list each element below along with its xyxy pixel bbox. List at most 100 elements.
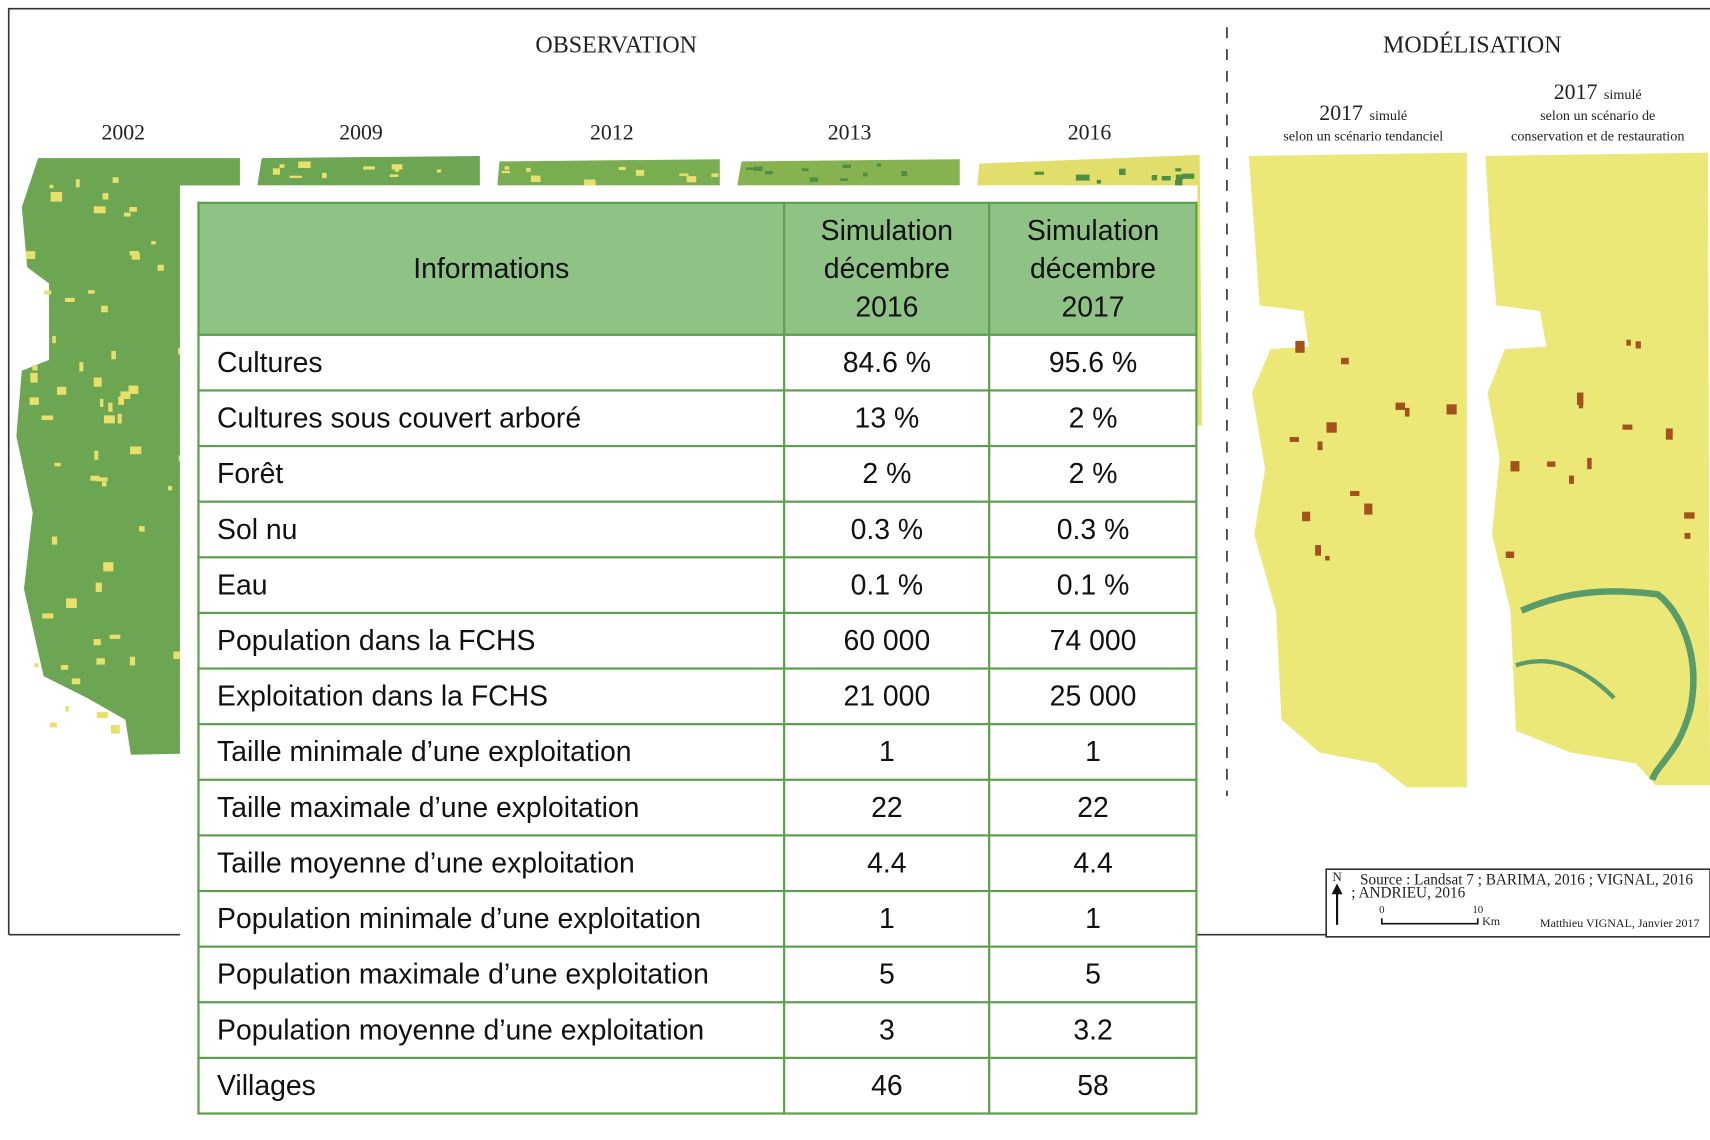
speckle (679, 173, 688, 175)
value-cell: 2 % (784, 446, 990, 502)
speckle (52, 336, 56, 343)
map-tendanciel (1249, 153, 1467, 788)
label-cell: Cultures (198, 335, 784, 391)
speckle (1636, 341, 1641, 348)
source: ; ANDRIEU, 2016 (1351, 885, 1465, 902)
table-panel: InformationsSimulation décembre 2016Simu… (180, 185, 1198, 1139)
speckle (96, 583, 102, 592)
speckle (57, 387, 66, 395)
speckle (502, 171, 510, 173)
speckle (30, 373, 37, 383)
year-label: 2012 (590, 121, 634, 145)
speckle (1119, 169, 1126, 175)
speckle (687, 176, 696, 182)
speckle (1302, 512, 1310, 522)
speckle (711, 173, 718, 177)
speckle (96, 658, 104, 664)
speckle (30, 397, 39, 405)
map-suffix: simulé (1369, 108, 1407, 124)
speckle (102, 482, 106, 487)
value-cell: 13 % (784, 390, 990, 446)
year-label: 2002 (101, 121, 145, 145)
speckle (111, 351, 116, 359)
map-title: 2017 simulé (1319, 101, 1407, 125)
speckle (619, 167, 626, 170)
value-cell: 0.1 % (784, 557, 990, 613)
speckle (79, 362, 83, 371)
header-cell: Simulation décembre 2017 (990, 203, 1197, 335)
speckle (76, 179, 80, 187)
speckle (1587, 458, 1591, 469)
table-row: Population maximale d’une exploitation55 (198, 947, 1196, 1003)
speckle (1162, 176, 1171, 180)
value-cell: 74 000 (990, 613, 1197, 669)
speckle (390, 174, 399, 177)
speckle (52, 537, 57, 545)
speckle (103, 562, 113, 571)
section-title: MODÉLISATION (1383, 32, 1562, 58)
speckle (1176, 175, 1183, 180)
speckle (863, 173, 868, 177)
table-row: Eau0.1 %0.1 % (198, 557, 1196, 613)
label-cell: Sol nu (198, 502, 784, 558)
speckle (392, 164, 403, 169)
speckle (363, 166, 375, 169)
speckle (1364, 504, 1372, 515)
speckle (1577, 393, 1583, 405)
value-cell: 1 (784, 724, 990, 780)
value-cell: 1 (990, 724, 1197, 780)
speckle (124, 213, 131, 217)
value-cell: 1 (990, 891, 1197, 947)
speckle (103, 193, 109, 199)
label-cell: Population maximale d’une exploitation (198, 947, 784, 1003)
speckle (1318, 442, 1323, 451)
value-cell: 5 (784, 947, 990, 1003)
value-cell: 22 (990, 780, 1197, 836)
north-label: N (1332, 869, 1342, 884)
map-year: 2017 (1319, 101, 1363, 125)
speckle (130, 446, 141, 454)
section-title: OBSERVATION (535, 32, 697, 58)
speckle (1510, 461, 1519, 471)
speckle (51, 192, 62, 202)
speckle (322, 173, 327, 178)
speckle (129, 207, 137, 212)
speckle (110, 635, 121, 639)
value-cell: 95.6 % (990, 335, 1197, 391)
speckle (1076, 175, 1090, 181)
speckle (840, 178, 848, 181)
speckle (810, 177, 818, 181)
data-table: InformationsSimulation décembre 2016Simu… (197, 202, 1197, 1115)
year-label: 2016 (1068, 121, 1112, 145)
speckle (88, 290, 95, 293)
label-cell: Population minimale d’une exploitation (198, 891, 784, 947)
value-cell: 60 000 (784, 613, 990, 669)
body: OBSERVATION20022009201220132016MODÉLISAT… (0, 0, 1710, 1139)
map-caption: selon un scénario tendanciel (1283, 129, 1443, 145)
value-cell: 2 % (990, 446, 1197, 502)
label-cell: Villages (198, 1058, 784, 1114)
speckle (118, 414, 122, 424)
label-cell: Taille minimale d’une exploitation (198, 724, 784, 780)
value-cell: 1 (784, 891, 990, 947)
speckle (113, 177, 119, 183)
value-cell: 0.1 % (990, 557, 1197, 613)
speckle (1182, 174, 1194, 179)
speckle (94, 378, 102, 387)
speckle (42, 416, 54, 421)
speckle (49, 185, 53, 188)
speckle (1405, 408, 1410, 417)
speckle (94, 206, 106, 213)
speckle (151, 241, 156, 244)
speckle (1626, 340, 1630, 346)
speckle (100, 399, 103, 407)
speckle (505, 166, 510, 170)
speckle (1684, 512, 1694, 518)
speckle (273, 168, 280, 174)
label-cell: Forêt (198, 446, 784, 502)
speckle (65, 706, 68, 712)
